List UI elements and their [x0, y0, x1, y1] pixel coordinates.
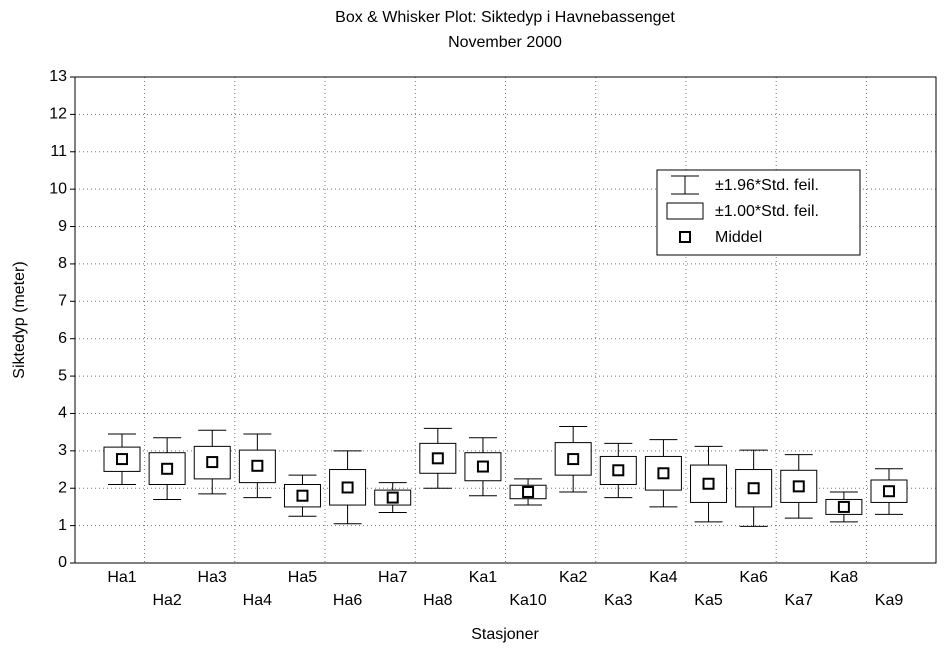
box — [780, 469, 818, 503]
x-tick-label: Ha4 — [243, 592, 272, 609]
y-tick-label: 8 — [58, 255, 67, 272]
y-tick-label: 0 — [58, 554, 67, 571]
y-tick-label: 5 — [58, 367, 67, 384]
mean-marker — [341, 481, 354, 494]
legend-label: ±1.96*Std. feil. — [715, 177, 819, 194]
mean-marker — [657, 467, 670, 480]
mean-marker — [792, 480, 805, 493]
x-tick-label: Ka5 — [694, 592, 723, 609]
x-tick-label: Ka3 — [604, 592, 633, 609]
x-tick-label: Ha6 — [333, 592, 362, 609]
chart-title: Box & Whisker Plot: Siktedyp i Havnebass… — [335, 9, 675, 26]
x-tick-label: Ka6 — [739, 569, 768, 586]
legend-box — [666, 202, 704, 220]
x-tick-label: Ka4 — [649, 569, 678, 586]
chart-subtitle: November 2000 — [448, 34, 562, 51]
x-tick-label: Ka10 — [509, 592, 546, 609]
x-tick-label: Ka7 — [785, 592, 814, 609]
mean-marker — [837, 500, 850, 513]
y-tick-label: 12 — [49, 106, 67, 123]
x-tick-label: Ka9 — [875, 592, 904, 609]
y-tick-label: 9 — [58, 218, 67, 235]
x-tick-label: Ha5 — [288, 569, 317, 586]
mean-marker — [747, 482, 760, 495]
x-tick-label: Ha2 — [152, 592, 181, 609]
y-axis-label: Siktedyp (meter) — [11, 261, 28, 378]
x-axis-label: Stasjoner — [471, 626, 539, 643]
y-tick-label: 7 — [58, 293, 67, 310]
y-tick-label: 4 — [58, 405, 67, 422]
plot-frame — [74, 76, 937, 564]
y-tick-label: 6 — [58, 330, 67, 347]
mean-marker — [296, 489, 309, 502]
mean-marker — [522, 485, 535, 498]
x-tick-label: Ka1 — [469, 569, 498, 586]
legend-label: ±1.00*Std. feil. — [715, 203, 819, 220]
y-tick-label: 10 — [49, 180, 67, 197]
mean-marker — [161, 462, 174, 475]
mean-marker — [612, 464, 625, 477]
x-tick-label: Ka8 — [830, 569, 859, 586]
mean-marker — [116, 453, 128, 466]
y-tick-label: 13 — [49, 68, 67, 85]
x-tick-label: Ha7 — [378, 569, 407, 586]
x-tick-label: Ha1 — [107, 569, 136, 586]
y-tick-label: 1 — [58, 517, 67, 534]
y-tick-label: 2 — [58, 479, 67, 496]
x-tick-label: Ka2 — [559, 569, 588, 586]
x-tick-label: Ha3 — [198, 569, 227, 586]
legend-label: Middel — [715, 229, 762, 246]
y-tick-label: 11 — [50, 143, 67, 160]
mean-marker — [431, 452, 444, 465]
mean-marker — [702, 477, 715, 490]
mean-marker — [883, 485, 895, 498]
mean-marker — [251, 459, 264, 472]
mean-marker — [386, 491, 399, 504]
x-tick-label: Ha8 — [423, 592, 452, 609]
mean-marker — [476, 460, 489, 473]
mean-marker — [206, 456, 219, 469]
mean-marker — [567, 453, 580, 466]
legend-mean — [679, 231, 691, 243]
y-tick-label: 3 — [58, 442, 67, 459]
